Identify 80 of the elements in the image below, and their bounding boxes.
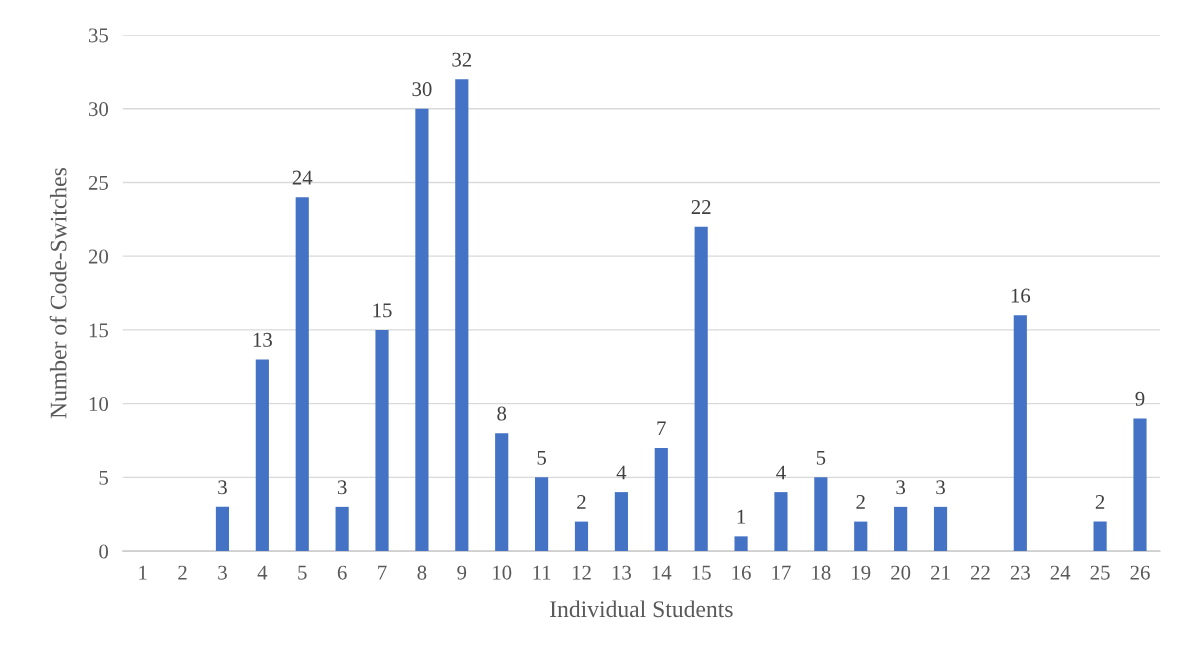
data-label: 22 [691, 200, 711, 214]
bar [654, 447, 668, 552]
y-tick-label: 20 [88, 249, 109, 264]
y-tick-label: 0 [99, 544, 109, 559]
data-label: 7 [657, 421, 666, 436]
x-tick-label: 16 [732, 565, 751, 580]
x-tick-label: 2 [178, 565, 187, 580]
data-label: 15 [373, 303, 392, 318]
x-tick-label: 5 [298, 565, 307, 580]
bar [375, 329, 389, 552]
data-label: 8 [497, 406, 507, 421]
y-tick-label: 10 [89, 397, 109, 412]
x-tick-label: 4 [257, 565, 268, 580]
bar [574, 521, 589, 552]
data-label: 3 [218, 480, 227, 495]
x-tick-label: 24 [1050, 565, 1071, 580]
x-tick-label: 8 [417, 565, 427, 580]
x-tick-label: 14 [652, 565, 672, 580]
bar [295, 197, 309, 552]
x-tick-label: 18 [812, 565, 831, 580]
bar [215, 506, 230, 552]
bar [774, 492, 788, 552]
y-tick-label: 30 [88, 102, 109, 117]
data-label: 24 [292, 170, 313, 185]
bar [894, 506, 908, 552]
data-label: 32 [452, 52, 472, 67]
bar [255, 359, 269, 552]
data-label: 13 [253, 332, 272, 347]
y-tick-label: 25 [88, 175, 109, 190]
data-label: 3 [337, 480, 347, 495]
x-tick-label: 20 [891, 565, 911, 580]
x-tick-label: 13 [612, 565, 631, 580]
y-tick-label: 35 [88, 28, 109, 43]
x-tick-label: 1 [139, 565, 147, 580]
x-tick-label: 22 [970, 565, 990, 580]
x-tick-label: 26 [1130, 565, 1150, 580]
bar [933, 506, 948, 552]
x-tick-label: 3 [218, 565, 227, 580]
bar [415, 108, 429, 552]
x-tick-label: 15 [692, 565, 711, 580]
bar [694, 226, 708, 552]
data-label: 9 [1135, 391, 1145, 406]
data-label: 2 [856, 495, 865, 509]
data-label: 4 [616, 465, 627, 480]
x-tick-label: 12 [572, 565, 591, 580]
bar [535, 477, 549, 552]
data-label: 2 [1095, 495, 1105, 509]
x-tick-label: 19 [852, 565, 871, 580]
data-label: 1 [737, 509, 746, 524]
bar [814, 477, 828, 552]
data-label: 16 [1011, 288, 1031, 303]
data-label: 2 [577, 495, 586, 509]
x-tick-label: 10 [493, 565, 512, 580]
data-label: 3 [896, 480, 906, 495]
x-tick-label: 9 [457, 565, 467, 580]
data-label: 5 [816, 450, 826, 465]
data-label: 4 [776, 465, 786, 480]
x-tick-label: 17 [772, 565, 791, 580]
y-tick-label: 5 [99, 470, 109, 485]
x-tick-label: 23 [1010, 565, 1030, 580]
x-tick-label: 6 [337, 565, 347, 580]
x-tick-label: 11 [533, 565, 551, 580]
y-axis-title: Number of Code-Switches [49, 168, 67, 419]
data-label: 30 [412, 82, 432, 97]
bar [1093, 521, 1107, 552]
bar [734, 536, 748, 552]
bar [854, 521, 868, 552]
bar [455, 79, 469, 552]
bar [495, 433, 509, 552]
y-tick-label: 15 [89, 323, 109, 338]
bar [1013, 315, 1027, 552]
x-tick-label: 21 [931, 565, 950, 580]
data-label: 3 [936, 480, 945, 495]
x-axis-title: Individual Students [550, 600, 733, 618]
data-label: 5 [537, 450, 546, 465]
bar [614, 492, 628, 552]
bar [335, 506, 349, 552]
x-tick-label: 25 [1090, 565, 1110, 580]
bar [1133, 418, 1147, 552]
x-tick-label: 7 [378, 565, 387, 580]
